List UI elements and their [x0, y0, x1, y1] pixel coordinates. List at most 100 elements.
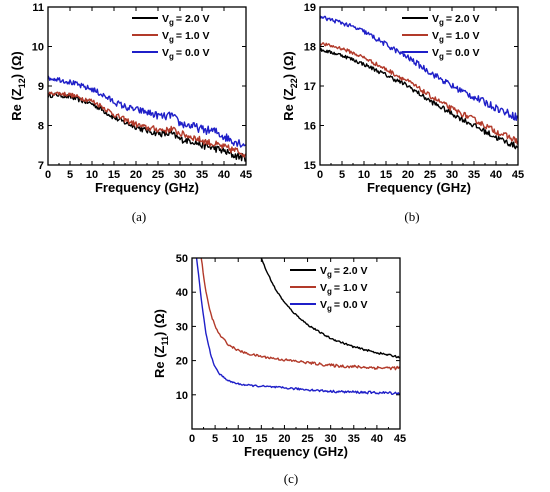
legend-prefix: V: [162, 47, 169, 59]
y-axis-title-sub: 11: [160, 336, 170, 346]
series-line-3: [48, 75, 246, 148]
y-tick-label: 16: [304, 121, 316, 133]
legend-label-3: Vg = 0.0 V: [432, 47, 479, 61]
legend-sub: g: [327, 304, 332, 313]
x-tick-label: 40: [490, 169, 502, 181]
x-tick-label: 20: [278, 433, 290, 445]
legend-prefix: V: [162, 13, 169, 25]
legend-label-1: Vg = 2.0 V: [432, 13, 479, 27]
y-axis-title-unit: ) (Ω): [9, 51, 24, 78]
legend-label-3: Vg = 0.0 V: [162, 47, 209, 61]
x-tick-label: 30: [174, 169, 186, 181]
y-tick-label: 30: [176, 321, 188, 333]
x-tick-label: 10: [358, 169, 370, 181]
caption-b: (b): [404, 209, 419, 224]
x-tick-label: 40: [218, 169, 230, 181]
x-tick-label: 40: [371, 433, 383, 445]
x-tick-label: 20: [130, 169, 142, 181]
legend-prefix: V: [162, 30, 169, 42]
x-tick-label: 30: [446, 169, 458, 181]
legend-prefix: V: [320, 265, 327, 277]
x-tick-label: 45: [240, 169, 252, 181]
x-tick-label: 15: [108, 169, 120, 181]
legend-prefix: V: [320, 282, 327, 294]
y-axis-title: Re (Z22) (Ω): [281, 51, 299, 121]
legend-sub: g: [169, 18, 174, 27]
series-line-1: [48, 92, 246, 162]
x-tick-label: 5: [212, 433, 218, 445]
x-tick-label: 5: [339, 169, 345, 181]
x-tick-label: 0: [189, 433, 195, 445]
x-axis-title: Frequency (GHz): [367, 180, 471, 195]
x-tick-label: 35: [196, 169, 208, 181]
y-tick-label: 10: [32, 42, 44, 54]
legend-prefix: V: [432, 47, 439, 59]
legend-label-3: Vg = 0.0 V: [320, 299, 367, 313]
x-tick-label: 25: [424, 169, 436, 181]
y-tick-label: 17: [304, 81, 316, 93]
x-axis-title: Frequency (GHz): [95, 180, 199, 195]
legend-sub: g: [169, 35, 174, 44]
y-tick-label: 11: [32, 2, 44, 14]
y-tick-label: 19: [304, 2, 316, 14]
x-axis-title: Frequency (GHz): [244, 444, 348, 459]
y-tick-label: 7: [38, 160, 44, 172]
y-tick-label: 8: [38, 121, 44, 133]
chart-panel-a: 0 5 10 15 20 25 30 35 40 45 7 8 9 10 11 Frequency (GHz)…: [9, 2, 252, 195]
x-tick-label: 15: [255, 433, 267, 445]
legend-sub: g: [327, 270, 332, 279]
y-axis-title: Re (Z11) (Ω): [152, 309, 170, 378]
caption-a: (a): [132, 209, 146, 224]
legend-value: = 1.0 V: [176, 30, 210, 42]
legend-value: = 2.0 V: [446, 13, 480, 25]
y-axis-title-main: Re (Z: [152, 345, 167, 378]
legend-label-1: Vg = 2.0 V: [162, 13, 209, 27]
y-axis-title-sub: 12: [17, 78, 27, 88]
legend-value: = 1.0 V: [334, 282, 368, 294]
legend-label-2: Vg = 1.0 V: [162, 30, 209, 44]
x-tick-label: 0: [45, 169, 51, 181]
x-tick-label: 10: [86, 169, 98, 181]
x-tick-label: 35: [468, 169, 480, 181]
legend-prefix: V: [432, 30, 439, 42]
x-tick-label: 35: [348, 433, 360, 445]
series-line-2: [200, 258, 400, 371]
x-tick-label: 45: [394, 433, 406, 445]
series-line-2: [320, 42, 518, 145]
legend-label-2: Vg = 1.0 V: [320, 282, 367, 296]
legend-value: = 0.0 V: [446, 47, 480, 59]
y-tick-label: 50: [176, 253, 188, 265]
x-tick-label: 25: [152, 169, 164, 181]
y-tick-label: 15: [304, 160, 316, 172]
x-tick-label: 5: [67, 169, 73, 181]
plot-frame: [191, 257, 401, 430]
y-tick-label: 20: [176, 356, 188, 368]
legend-value: = 2.0 V: [334, 265, 368, 277]
legend-sub: g: [439, 18, 444, 27]
series-line-3: [320, 15, 518, 122]
y-tick-label: 9: [38, 81, 44, 93]
series-line-1: [260, 258, 400, 359]
y-axis-title-main: Re (Z: [9, 88, 24, 121]
x-tick-label: 15: [380, 169, 392, 181]
y-tick-label: 10: [176, 390, 188, 402]
series-line-3: [195, 258, 400, 395]
x-tick-label: 10: [232, 433, 244, 445]
legend-sub: g: [439, 52, 444, 61]
legend-sub: g: [327, 287, 332, 296]
series-line-2: [48, 91, 246, 158]
legend-label-1: Vg = 2.0 V: [320, 265, 367, 279]
x-tick-label: 20: [402, 169, 414, 181]
caption-c: (c): [284, 471, 298, 486]
x-tick-label: 0: [317, 169, 323, 181]
series-line-1: [320, 47, 518, 150]
legend-value: = 1.0 V: [446, 30, 480, 42]
legend-prefix: V: [320, 299, 327, 311]
y-axis-title-unit: ) (Ω): [281, 51, 296, 78]
legend-prefix: V: [432, 13, 439, 25]
x-tick-label: 25: [301, 433, 313, 445]
y-axis-title-unit: ) (Ω): [152, 309, 167, 336]
chart-panel-c: 0 5 10 15 20 25 30 35 40 45 10 20 30 40 50 Frequency (G…: [152, 253, 406, 459]
legend-value: = 0.0 V: [176, 47, 210, 59]
